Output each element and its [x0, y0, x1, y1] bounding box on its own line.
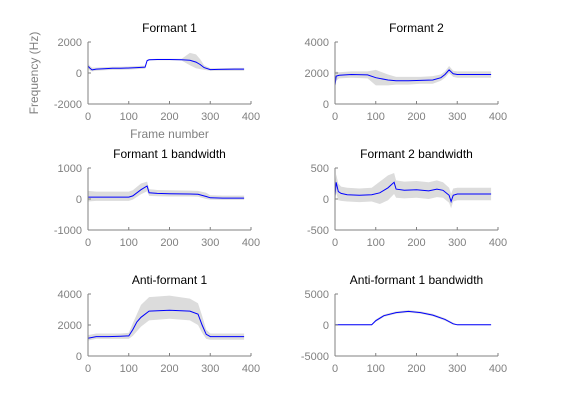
y-tick-label: 4000	[305, 37, 329, 49]
x-tick-label: 100	[120, 237, 138, 249]
confidence-band	[88, 52, 245, 72]
x-tick-label: 400	[489, 111, 507, 123]
x-tick-label: 200	[160, 237, 178, 249]
x-tick-label: 0	[85, 237, 91, 249]
x-tick-label: 300	[201, 111, 219, 123]
x-tick-label: 200	[407, 237, 425, 249]
chart-title: Anti-formant 1	[132, 273, 208, 287]
y-tick-label: 2000	[305, 68, 329, 80]
series-line	[87, 59, 245, 71]
x-tick-label: 0	[332, 363, 338, 375]
series-line	[87, 309, 245, 339]
y-tick-label: 0	[76, 194, 82, 206]
series-line	[88, 185, 245, 199]
x-tick-label: 400	[489, 363, 507, 375]
series-line	[335, 310, 492, 326]
chart-title: Formant 1 bandwidth	[113, 147, 226, 161]
x-tick-label: 400	[242, 363, 260, 375]
y-tick-label: 4000	[58, 289, 82, 301]
chart-title: Formant 2	[389, 21, 444, 35]
x-axis-label: Frame number	[130, 127, 209, 141]
y-tick-label: 5000	[305, 289, 329, 301]
chart-title: Formant 2 bandwidth	[360, 147, 473, 161]
series-line	[334, 69, 492, 86]
x-tick-label: 300	[201, 237, 219, 249]
chart-title: Anti-formant 1 bandwidth	[350, 273, 483, 287]
x-tick-label: 200	[407, 111, 425, 123]
chart-panel-6: Anti-formant 1 bandwidth 0 100 200 300 400 -50…	[301, 273, 507, 375]
series-line	[334, 181, 492, 204]
chart-title: Formant 1	[142, 21, 197, 35]
x-tick-label: 300	[448, 363, 466, 375]
y-tick-label: 0	[323, 320, 329, 332]
x-tick-label: 400	[489, 237, 507, 249]
x-tick-label: 200	[160, 363, 178, 375]
y-tick-label: 0	[323, 99, 329, 111]
x-tick-label: 100	[367, 237, 385, 249]
x-tick-label: 0	[85, 363, 91, 375]
x-tick-label: 300	[448, 111, 466, 123]
y-tick-label: 1000	[58, 163, 82, 175]
x-tick-label: 100	[367, 363, 385, 375]
y-tick-label: 0	[76, 68, 82, 80]
x-tick-label: 0	[85, 111, 91, 123]
confidence-band	[88, 295, 245, 341]
y-tick-label: 0	[323, 194, 329, 206]
y-tick-label: 2000	[58, 320, 82, 332]
confidence-band	[335, 310, 492, 326]
y-axis-label: Frequency (Hz)	[27, 32, 41, 115]
y-tick-label: -5000	[301, 351, 329, 363]
x-tick-label: 200	[407, 363, 425, 375]
confidence-band	[335, 66, 492, 89]
x-tick-label: 0	[332, 237, 338, 249]
y-tick-label: -500	[307, 225, 329, 237]
y-tick-label: 500	[311, 163, 329, 175]
x-tick-label: 400	[242, 237, 260, 249]
x-tick-label: 0	[332, 111, 338, 123]
x-tick-label: 400	[242, 111, 260, 123]
x-tick-label: 200	[160, 111, 178, 123]
y-tick-label: -1000	[54, 225, 82, 237]
x-tick-label: 100	[120, 111, 138, 123]
x-tick-label: 100	[367, 111, 385, 123]
y-tick-label: 0	[76, 351, 82, 363]
y-tick-label: -2000	[54, 99, 82, 111]
x-tick-label: 100	[120, 363, 138, 375]
y-tick-label: 2000	[58, 37, 82, 49]
x-tick-label: 300	[201, 363, 219, 375]
x-tick-label: 300	[448, 237, 466, 249]
